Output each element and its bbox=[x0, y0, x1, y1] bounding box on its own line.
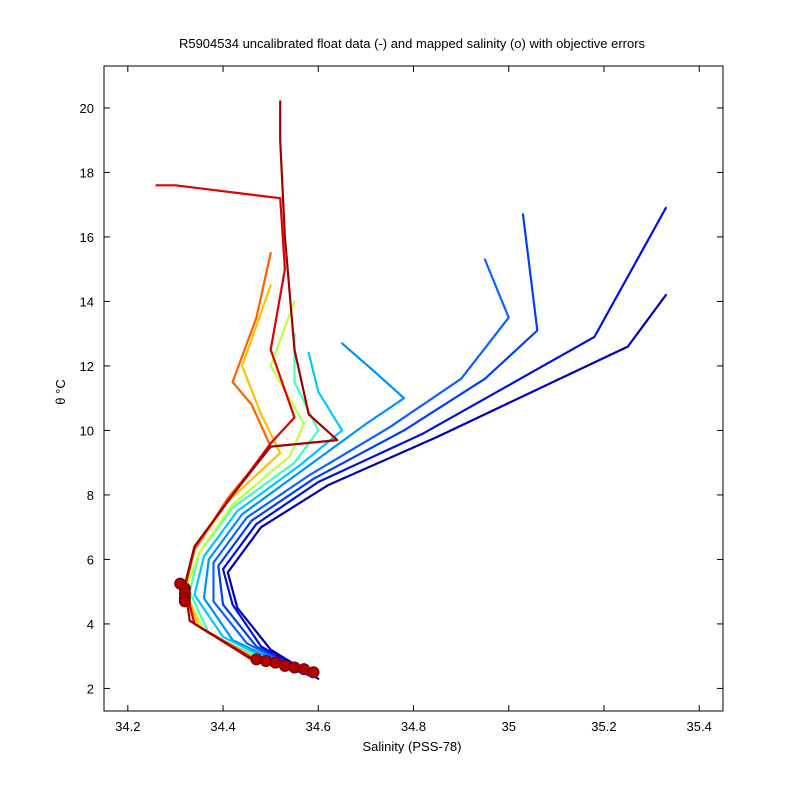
profile-line-2 bbox=[217, 213, 539, 677]
profile-line-0 bbox=[226, 293, 667, 680]
x-tick-label-3: 34.8 bbox=[401, 719, 426, 734]
plot-area bbox=[155, 100, 667, 680]
profile-line-4 bbox=[202, 342, 406, 674]
y-tick-label-9: 20 bbox=[80, 101, 94, 116]
y-tick-label-7: 16 bbox=[80, 230, 94, 245]
profile-line-7 bbox=[183, 300, 306, 667]
mapped-salinity-point-11 bbox=[307, 666, 320, 679]
y-tick-label-4: 10 bbox=[80, 423, 94, 438]
y-tick-label-6: 14 bbox=[80, 294, 94, 309]
profile-line-3 bbox=[212, 258, 510, 675]
x-tick-label-1: 34.4 bbox=[210, 719, 235, 734]
profile-line-5 bbox=[193, 351, 344, 674]
y-tick-label-1: 4 bbox=[87, 617, 94, 632]
y-tick-label-3: 8 bbox=[87, 488, 94, 503]
x-tick-label-0: 34.2 bbox=[115, 719, 140, 734]
plot-frame bbox=[103, 65, 724, 712]
x-tick-label-6: 35.4 bbox=[687, 719, 712, 734]
x-tick-label-2: 34.6 bbox=[306, 719, 331, 734]
chart-title: R5904534 uncalibrated float data (-) and… bbox=[179, 36, 646, 51]
y-tick-label-2: 6 bbox=[87, 552, 94, 567]
y-axis-label: θ °C bbox=[53, 379, 68, 404]
profile-line-1 bbox=[221, 206, 667, 679]
y-tick-label-0: 2 bbox=[87, 681, 94, 696]
x-tick-label-5: 35.2 bbox=[591, 719, 616, 734]
y-tick-label-8: 18 bbox=[80, 165, 94, 180]
profile-line-6 bbox=[188, 332, 320, 671]
axis-ticks: 34.2 34.4 34.6 34.8 35 35.2 35.4 2 4 6 8 10 12 14 16 18… bbox=[80, 66, 723, 734]
x-tick-label-4: 35 bbox=[501, 719, 515, 734]
x-axis-label: Salinity (PSS-78) bbox=[363, 739, 462, 754]
mapped-salinity-point-4 bbox=[178, 595, 191, 608]
y-tick-label-5: 12 bbox=[80, 359, 94, 374]
